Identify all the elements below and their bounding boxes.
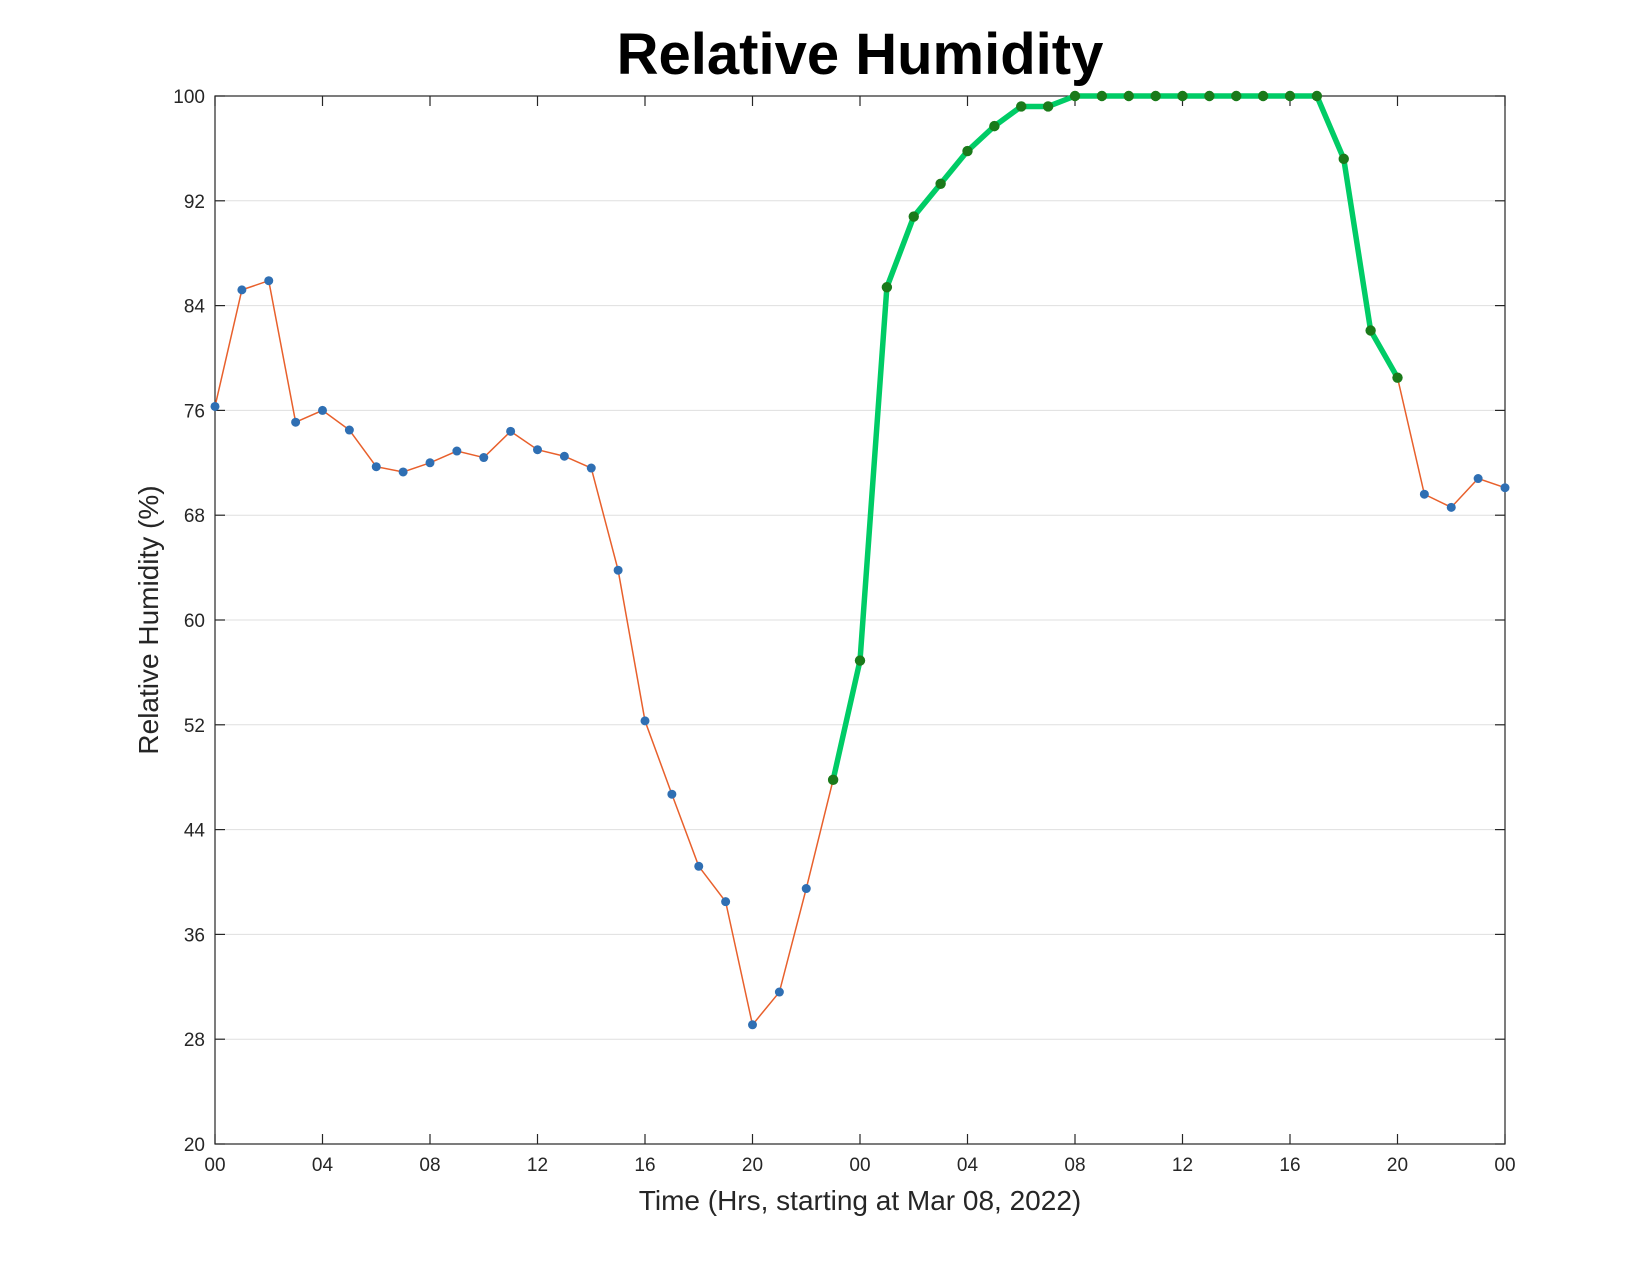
data-point: [237, 285, 247, 295]
highlight-point: [1016, 101, 1027, 112]
data-point: [586, 463, 596, 473]
x-tick-label: 16: [634, 1155, 655, 1176]
highlight-point: [1338, 153, 1349, 165]
highlight-point: [1311, 90, 1323, 102]
y-axis-label: Relative Humidity (%): [133, 485, 164, 754]
data-point: [559, 451, 569, 461]
x-tick-label: 08: [1064, 1155, 1085, 1176]
highlight-point: [1150, 90, 1161, 102]
x-tick-label: 04: [957, 1155, 979, 1176]
data-point: [371, 462, 381, 472]
y-tick-label: 92: [184, 192, 205, 213]
data-point: [425, 458, 435, 468]
y-tick-label: 52: [184, 716, 205, 737]
data-point: [264, 276, 274, 286]
data-point: [667, 789, 677, 799]
y-tick-label: 68: [184, 506, 205, 527]
highlight-point: [827, 774, 839, 786]
y-tick-label: 28: [184, 1030, 205, 1051]
x-axis-label: Time (Hrs, starting at Mar 08, 2022): [639, 1185, 1081, 1216]
data-point: [721, 897, 731, 907]
data-point: [452, 446, 462, 456]
highlight-point: [908, 211, 919, 222]
data-point: [533, 445, 542, 455]
y-tick-label: 44: [184, 821, 206, 842]
data-point: [774, 987, 784, 997]
data-point: [694, 861, 704, 871]
x-tick-label: 00: [204, 1155, 225, 1176]
highlight-point: [1257, 90, 1269, 102]
x-tick-label: 04: [312, 1155, 334, 1176]
y-tick-label: 20: [184, 1135, 205, 1156]
highlight-point: [1042, 101, 1054, 112]
gridlines: [215, 200, 1505, 1040]
series-line: [214, 95, 1506, 1027]
data-series: [210, 90, 1510, 1030]
highlight-point: [935, 178, 946, 189]
data-point: [479, 453, 489, 463]
data-point: [344, 425, 354, 435]
highlight-point: [1069, 90, 1081, 102]
highlight-point: [1284, 90, 1296, 102]
data-point: [640, 716, 650, 726]
x-tick-label: 20: [742, 1155, 763, 1176]
data-point: [318, 405, 327, 415]
data-point: [210, 401, 220, 411]
data-point: [748, 1020, 757, 1030]
y-tick-label: 84: [184, 297, 206, 318]
x-tick-label: 00: [1494, 1155, 1515, 1176]
chart-title: Relative Humidity: [617, 22, 1104, 87]
highlight-line: [830, 93, 1401, 783]
highlight-point: [1365, 325, 1376, 336]
y-tick-label: 76: [184, 401, 205, 422]
data-point: [1446, 502, 1456, 512]
highlight-point: [881, 282, 893, 293]
x-tick-label: 20: [1387, 1155, 1408, 1176]
data-point: [1473, 474, 1483, 484]
y-tick-label: 60: [184, 611, 205, 632]
x-tick-label: 16: [1279, 1155, 1300, 1176]
y-tick-label: 36: [184, 925, 205, 946]
data-point: [398, 467, 408, 477]
data-point: [1500, 483, 1510, 493]
data-point: [613, 565, 623, 575]
highlight-point: [1177, 90, 1188, 102]
highlight-point: [854, 655, 866, 666]
highlight-point: [1204, 90, 1215, 102]
highlight-point: [1123, 90, 1134, 102]
x-tick-label: 12: [1172, 1155, 1193, 1176]
data-point: [291, 417, 301, 427]
highlight-point: [989, 120, 1000, 132]
highlight-point: [1096, 90, 1108, 102]
x-tick-label: 08: [419, 1155, 440, 1176]
data-point: [506, 426, 516, 436]
x-tick-label: 00: [849, 1155, 870, 1176]
data-point: [801, 884, 811, 894]
x-tick-label: 12: [527, 1155, 548, 1176]
highlight-point: [1392, 372, 1403, 383]
highlight-point: [1231, 90, 1242, 102]
data-point: [1419, 489, 1429, 499]
y-tick-label: 100: [173, 87, 205, 108]
highlight-point: [962, 145, 973, 157]
